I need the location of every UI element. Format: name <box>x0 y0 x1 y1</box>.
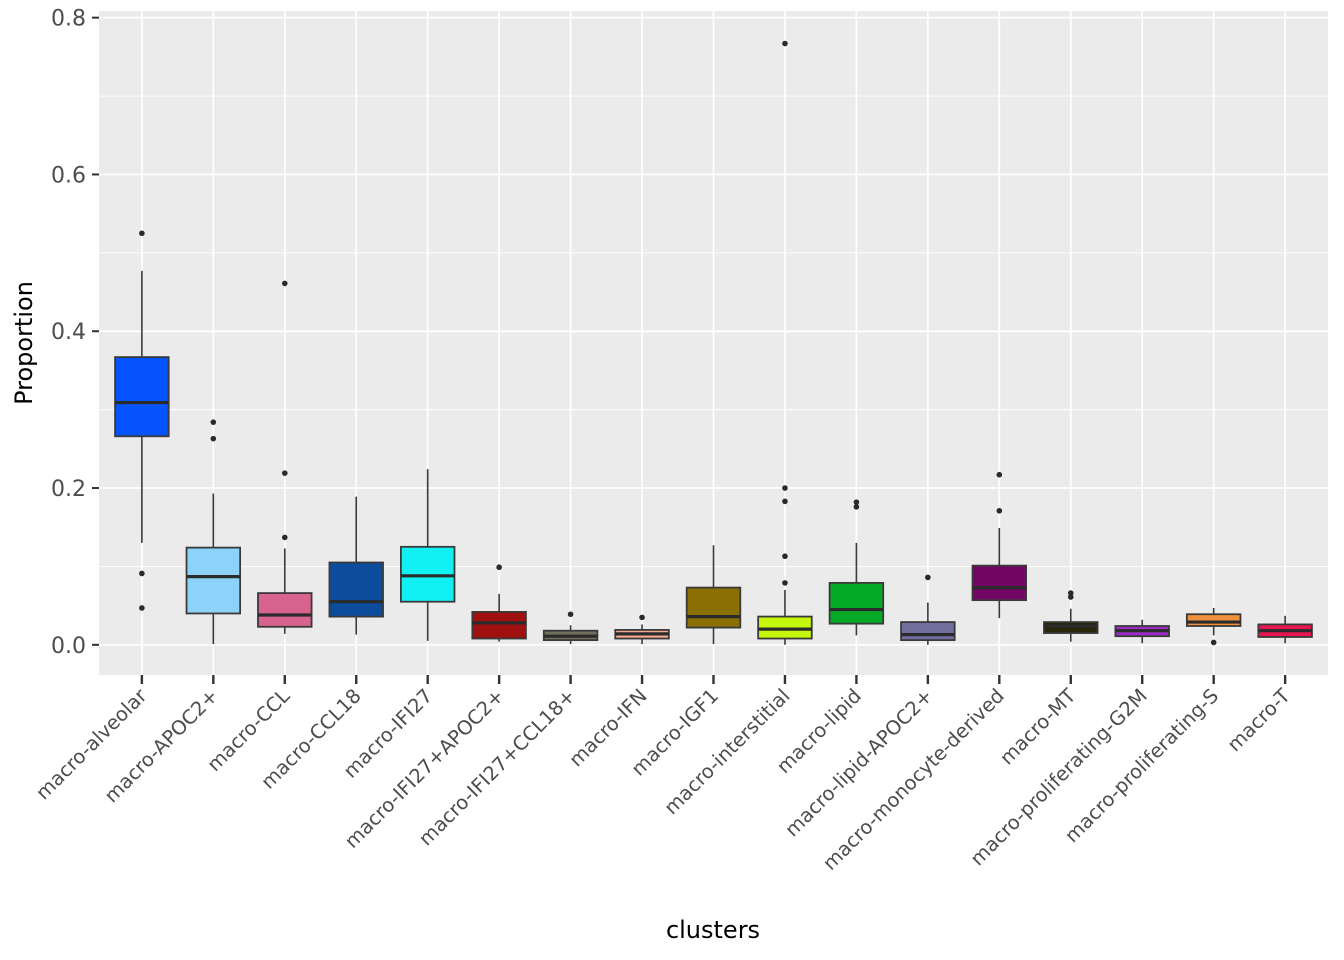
outlier-point <box>496 564 502 571</box>
outlier-point <box>1210 639 1217 646</box>
iqr-box <box>971 564 1028 602</box>
outlier-point <box>210 435 217 442</box>
box-macro-proliferating-G2M <box>1114 619 1170 644</box>
outlier-point <box>782 553 788 560</box>
iqr-box <box>471 610 527 640</box>
y-tick-label: 0.8 <box>51 7 86 32</box>
box-macro-lipid <box>828 499 885 636</box>
outlier-point <box>281 280 288 287</box>
iqr-box <box>900 621 956 642</box>
outlier-point <box>281 534 288 541</box>
box-macro-IFI27+CCL18+ <box>542 611 599 645</box>
box-macro-IGF1 <box>685 545 742 645</box>
outlier-point <box>782 40 788 47</box>
outlier-point <box>1067 594 1074 600</box>
iqr-box <box>328 561 384 618</box>
box-macro-T <box>1257 615 1313 644</box>
box-macro-lipid-APOC2+ <box>900 574 956 645</box>
box-macro-MT <box>1043 590 1099 642</box>
outlier-point <box>782 580 788 586</box>
x-tick-label: macro-T <box>1223 684 1295 756</box>
iqr-box <box>257 592 313 628</box>
box-macro-interstitial <box>757 40 813 645</box>
outlier-point <box>139 570 145 577</box>
box-macro-IFI27 <box>399 469 456 641</box>
box-macro-alveolar <box>114 230 170 611</box>
y-axis-title: Proportion <box>10 281 38 405</box>
outlier-point <box>782 485 788 491</box>
y-tick-label: 0.2 <box>51 477 86 502</box>
outlier-point <box>139 605 145 611</box>
y-tick-label: 0.0 <box>51 634 86 659</box>
y-tick-label: 0.6 <box>51 163 86 188</box>
outlier-point <box>996 471 1003 478</box>
box-macro-CCL18 <box>328 496 384 635</box>
box-macro-IFI27+APOC2+ <box>471 564 527 642</box>
box-macro-IFN <box>614 614 670 645</box>
x-axis-title: clusters <box>666 916 760 944</box>
outlier-point <box>853 504 860 510</box>
iqr-box <box>828 581 885 625</box>
box-macro-monocyte-derived <box>971 471 1028 619</box>
iqr-box <box>685 586 742 629</box>
box-macro-CCL <box>257 280 313 634</box>
outlier-point <box>639 614 645 621</box>
outlier-point <box>139 230 145 237</box>
outlier-point <box>996 507 1003 514</box>
outlier-point <box>925 574 931 581</box>
boxplot-boxes <box>114 40 1313 646</box>
box-macro-proliferating-S <box>1185 607 1242 646</box>
outlier-point <box>210 419 217 425</box>
y-tick-label: 0.4 <box>51 320 86 345</box>
outlier-point <box>567 611 574 618</box>
outlier-point <box>1067 590 1074 596</box>
box-macro-APOC2+ <box>185 419 242 645</box>
iqr-box <box>185 546 242 615</box>
outlier-point <box>281 470 288 476</box>
outlier-point <box>782 498 788 505</box>
iqr-box <box>1185 613 1242 627</box>
x-tick-label: macro-interstitial <box>660 684 795 819</box>
iqr-box <box>114 356 170 438</box>
outlier-point <box>853 499 860 505</box>
